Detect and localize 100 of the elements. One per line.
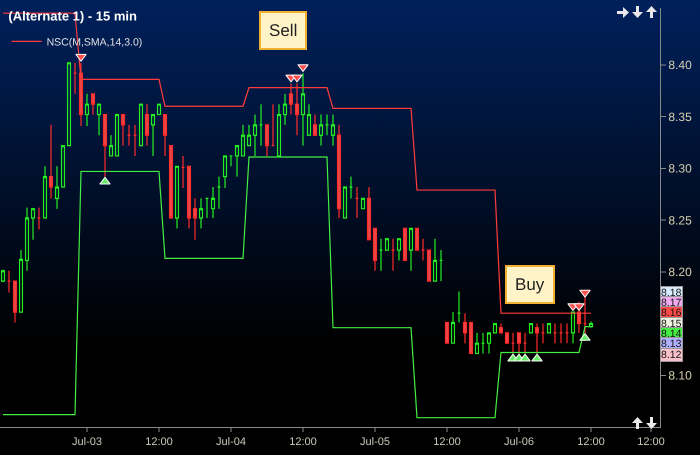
candlestick xyxy=(156,104,162,116)
candlestick xyxy=(132,124,138,157)
candlestick xyxy=(120,114,126,146)
candlestick xyxy=(192,198,198,240)
candlestick xyxy=(252,114,258,157)
candlestick xyxy=(546,322,552,334)
annotation: Sell xyxy=(269,21,298,40)
candlestick xyxy=(168,145,174,219)
candlestick xyxy=(234,145,240,178)
candlestick xyxy=(318,114,324,146)
candlestick xyxy=(24,207,30,272)
candlestick xyxy=(276,104,282,157)
candlestick xyxy=(264,124,270,157)
candlestick xyxy=(510,332,516,354)
annotation: Buy xyxy=(515,275,545,294)
y-tick-label: 8.35 xyxy=(668,110,692,124)
candlestick xyxy=(102,114,108,178)
y-tick-label: 8.40 xyxy=(668,58,692,72)
x-tick-label: 12:00 xyxy=(289,436,317,448)
candlestick xyxy=(372,228,378,272)
candlestick xyxy=(450,312,456,344)
candlestick xyxy=(360,198,366,210)
y-tick-label: 8.25 xyxy=(668,213,692,228)
candlestick xyxy=(324,114,330,136)
candlestick xyxy=(552,322,558,344)
annotation: 8.15 xyxy=(661,318,682,330)
candlestick xyxy=(54,166,60,210)
candlestick xyxy=(108,134,114,157)
candlestick xyxy=(348,176,354,199)
candlestick xyxy=(48,124,54,199)
candlestick xyxy=(60,145,66,188)
x-tick-label: 12:00 xyxy=(577,436,605,448)
candlestick xyxy=(558,322,564,344)
x-tick-label: Jul-03 xyxy=(72,436,102,448)
point xyxy=(99,176,111,185)
candlestick xyxy=(516,332,522,354)
candlestick xyxy=(6,270,12,294)
candlestick xyxy=(300,72,306,146)
candlestick xyxy=(186,166,192,229)
y-tick-label: 8.10 xyxy=(668,368,692,382)
candlestick xyxy=(138,104,144,146)
candlestick xyxy=(282,93,288,126)
candlestick xyxy=(240,124,246,157)
candlestick xyxy=(12,280,18,324)
candlestick xyxy=(444,322,450,344)
candlestick xyxy=(534,322,540,354)
candlestick xyxy=(96,104,102,136)
candlestick xyxy=(498,322,504,334)
candlestick xyxy=(114,114,120,157)
candlestick xyxy=(402,228,408,262)
candlestick xyxy=(366,186,372,240)
x-tick-label: Jul-06 xyxy=(504,436,534,448)
candlestick xyxy=(18,249,24,313)
candlestick xyxy=(246,124,252,146)
candlestick xyxy=(486,332,492,354)
candlestick xyxy=(342,186,348,219)
candlestick xyxy=(504,332,510,344)
annotation: 8.13 xyxy=(661,338,682,350)
candlestick xyxy=(162,114,168,157)
candlestick xyxy=(480,332,486,354)
annotation: 8.14 xyxy=(661,328,682,340)
x-tick-label: 12:00 xyxy=(433,436,461,448)
candlestick xyxy=(408,228,414,272)
candlestick xyxy=(0,269,6,283)
candlestick xyxy=(564,322,570,344)
candlestick xyxy=(174,166,180,229)
candlestick xyxy=(390,238,396,272)
candlestick xyxy=(588,320,594,328)
candlestick xyxy=(42,166,48,219)
x-tick-label: 12:00 xyxy=(145,436,173,448)
candlestick xyxy=(204,198,210,219)
candlestick xyxy=(474,332,480,354)
candlestick xyxy=(354,186,360,219)
candlestick xyxy=(438,249,444,282)
candlestick xyxy=(66,62,72,146)
y-tick-label: 8.20 xyxy=(668,265,692,280)
candlestick xyxy=(30,208,36,240)
candlestick xyxy=(144,104,150,146)
candlestick xyxy=(72,62,78,94)
candlestick xyxy=(396,238,402,262)
candlestick xyxy=(312,114,318,136)
annotation: 8.18 xyxy=(661,287,682,299)
candlestick xyxy=(126,124,132,146)
x-tick-label: Jul-04 xyxy=(216,436,246,448)
line-series xyxy=(2,156,592,418)
annotation: 8.12 xyxy=(661,349,682,361)
candlestick xyxy=(228,155,234,167)
candlestick xyxy=(570,312,576,344)
candlestick xyxy=(294,82,300,136)
candlestick xyxy=(384,238,390,251)
candlestick xyxy=(456,290,462,324)
candlestick xyxy=(288,82,294,116)
annotation: 8.17 xyxy=(661,297,682,309)
candlestick xyxy=(426,249,432,282)
candlestick xyxy=(336,124,342,219)
candlestick xyxy=(468,322,474,354)
candlestick xyxy=(222,155,228,189)
x-tick-label: Jul-05 xyxy=(360,436,390,448)
candlestick xyxy=(414,228,420,251)
y-tick-label: 8.30 xyxy=(668,162,692,176)
